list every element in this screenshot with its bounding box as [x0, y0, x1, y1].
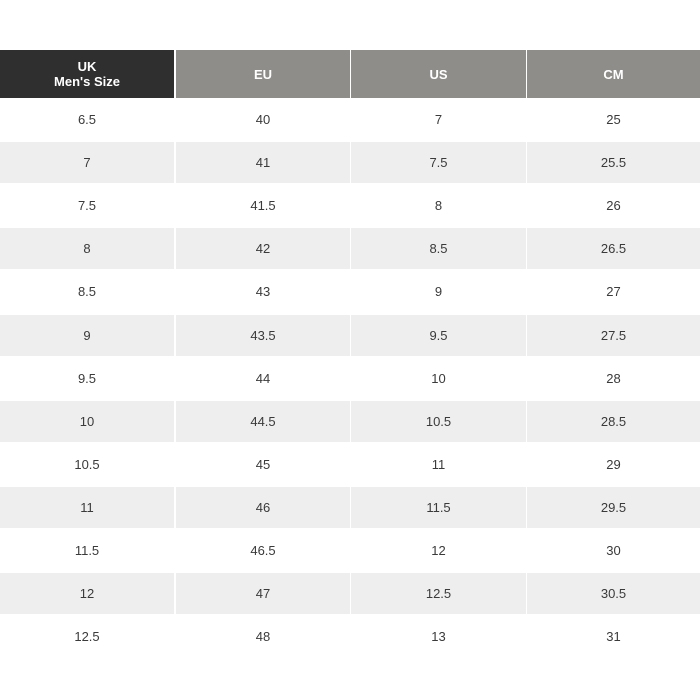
table-cell: 25 [527, 99, 700, 141]
table-cell: 7 [0, 142, 174, 184]
table-cell: 7.5 [0, 185, 174, 227]
table-cell: 8.5 [351, 228, 526, 270]
header-cell: EU [176, 50, 350, 98]
table-cell: 46.5 [176, 530, 350, 572]
table-cell: 10.5 [351, 400, 526, 442]
table-cell: 43 [176, 271, 350, 313]
table-cell: 48 [176, 616, 350, 658]
table-cell: 28 [527, 357, 700, 399]
table-cell: 40 [176, 99, 350, 141]
table-cell: 12.5 [351, 573, 526, 615]
header-text: US [429, 66, 448, 82]
table-cell: 9 [0, 314, 174, 356]
table-cell: 10 [351, 357, 526, 399]
table-cell: 12.5 [0, 616, 174, 658]
table-cell: 6.5 [0, 99, 174, 141]
table-cell: 8 [0, 228, 174, 270]
header-text: EU [253, 66, 273, 82]
table-cell: 30.5 [527, 573, 700, 615]
table-cell: 41.5 [176, 185, 350, 227]
table-cell: 9 [351, 271, 526, 313]
table-cell: 7 [351, 99, 526, 141]
header-text: UK [77, 59, 97, 74]
table-cell: 47 [176, 573, 350, 615]
table-cell: 27.5 [527, 314, 700, 356]
table-cell: 11.5 [0, 530, 174, 572]
table-cell: 12 [351, 530, 526, 572]
table-cell: 26 [527, 185, 700, 227]
table-cell: 11.5 [351, 486, 526, 528]
table-cell: 27 [527, 271, 700, 313]
table-cell: 13 [351, 616, 526, 658]
table-cell: 44.5 [176, 400, 350, 442]
table-cell: 31 [527, 616, 700, 658]
header-text: Men's Size [54, 74, 120, 89]
table-cell: 8.5 [0, 271, 174, 313]
table-cell: 11 [0, 486, 174, 528]
header-cell: CM [527, 50, 700, 98]
table-cell: 42 [176, 228, 350, 270]
table-cell: 43.5 [176, 314, 350, 356]
table-cell: 44 [176, 357, 350, 399]
table-cell: 26.5 [527, 228, 700, 270]
table-cell: 46 [176, 486, 350, 528]
table-cell: 29.5 [527, 486, 700, 528]
table-cell: 9.5 [0, 357, 174, 399]
table-cell: 9.5 [351, 314, 526, 356]
header-cell: UK Men's Size [0, 50, 174, 98]
header-cell: US [351, 50, 526, 98]
table-cell: 45 [176, 443, 350, 485]
table-cell: 25.5 [527, 142, 700, 184]
table-cell: 7.5 [351, 142, 526, 184]
header-text: CM [603, 66, 624, 82]
table-cell: 29 [527, 443, 700, 485]
table-cell: 28.5 [527, 400, 700, 442]
table-cell: 41 [176, 142, 350, 184]
table-cell: 10.5 [0, 443, 174, 485]
table-cell: 11 [351, 443, 526, 485]
table-cell: 8 [351, 185, 526, 227]
table-cell: 10 [0, 400, 174, 442]
table-cell: 30 [527, 530, 700, 572]
table-cell: 12 [0, 573, 174, 615]
